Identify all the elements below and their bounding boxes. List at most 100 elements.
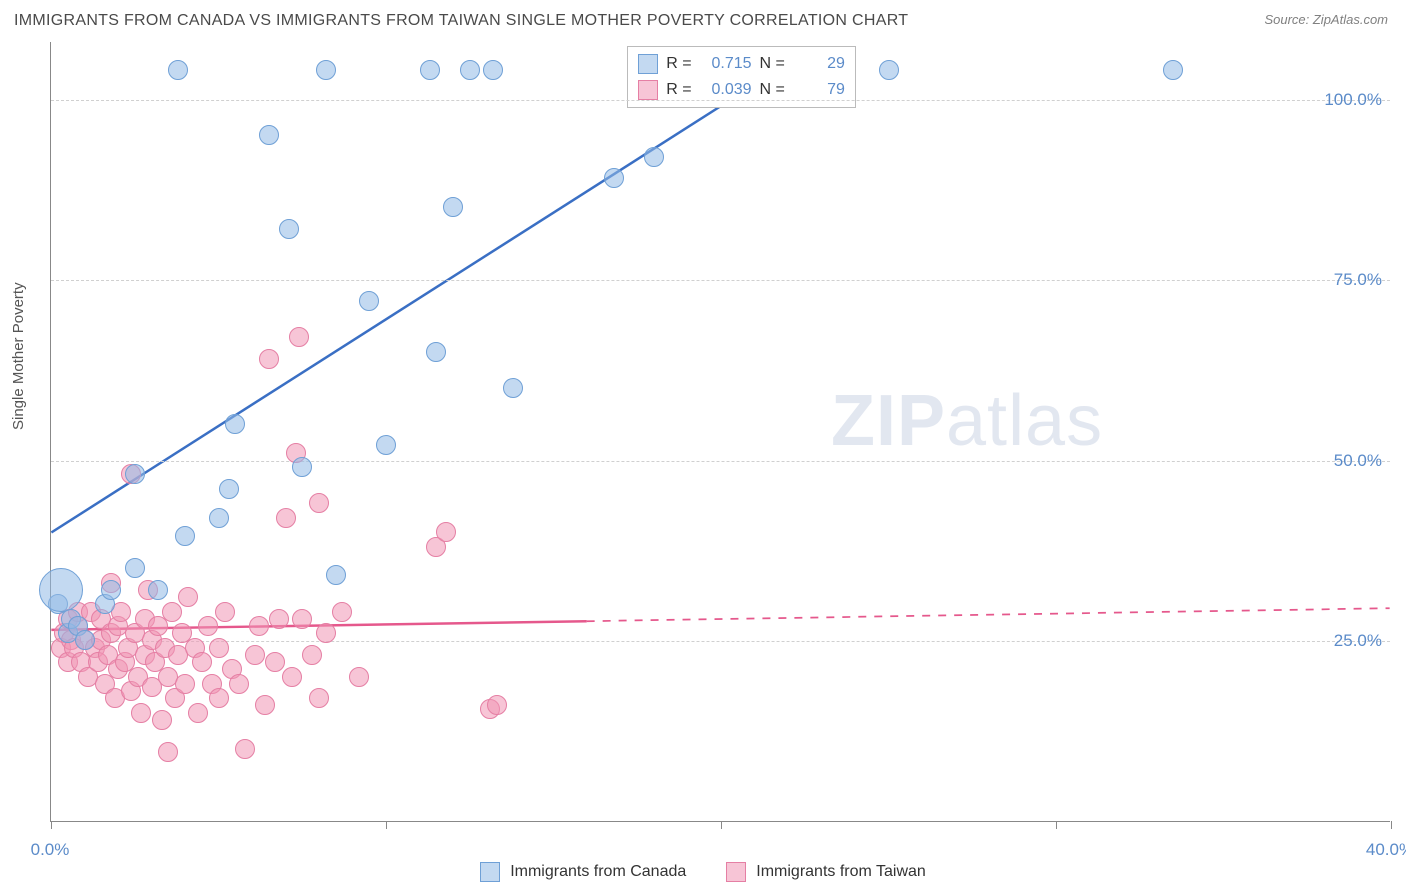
data-point-canada: [175, 526, 195, 546]
legend-r-value-taiwan: 0.039: [700, 81, 752, 99]
correlation-legend: R = 0.715 N = 29 R = 0.039 N = 79: [627, 46, 856, 108]
data-point-canada: [326, 565, 346, 585]
legend-swatch-icon: [480, 862, 500, 882]
legend-swatch-taiwan: [638, 80, 658, 100]
data-point-taiwan: [309, 493, 329, 513]
data-point-taiwan: [235, 739, 255, 759]
legend-item-label: Immigrants from Canada: [510, 863, 686, 881]
y-tick-label: 25.0%: [1334, 631, 1382, 651]
legend-swatch-icon: [726, 862, 746, 882]
data-point-canada: [101, 580, 121, 600]
data-point-taiwan: [158, 742, 178, 762]
data-point-canada: [316, 60, 336, 80]
data-point-canada: [376, 435, 396, 455]
data-point-taiwan: [255, 695, 275, 715]
data-point-taiwan: [487, 695, 507, 715]
data-point-taiwan: [249, 616, 269, 636]
legend-r-value-canada: 0.715: [700, 55, 752, 73]
data-point-canada: [644, 147, 664, 167]
data-point-taiwan: [178, 587, 198, 607]
data-point-taiwan: [269, 609, 289, 629]
data-point-canada: [420, 60, 440, 80]
legend-r-label: R =: [666, 55, 691, 73]
grid-line: [51, 461, 1390, 462]
data-point-canada: [125, 558, 145, 578]
data-point-taiwan: [188, 703, 208, 723]
data-point-taiwan: [436, 522, 456, 542]
data-point-taiwan: [209, 638, 229, 658]
x-tick: [1391, 821, 1392, 829]
x-tick: [721, 821, 722, 829]
data-point-canada: [1163, 60, 1183, 80]
grid-line: [51, 280, 1390, 281]
y-tick-label: 100.0%: [1324, 90, 1382, 110]
y-axis-label: Single Mother Poverty: [10, 282, 27, 430]
legend-n-label: N =: [760, 55, 785, 73]
data-point-taiwan: [276, 508, 296, 528]
trend-lines-layer: [51, 42, 1390, 821]
data-point-taiwan: [265, 652, 285, 672]
chart-title: IMMIGRANTS FROM CANADA VS IMMIGRANTS FRO…: [14, 12, 908, 30]
data-point-taiwan: [131, 703, 151, 723]
data-point-taiwan: [162, 602, 182, 622]
data-point-taiwan: [316, 623, 336, 643]
data-point-taiwan: [259, 349, 279, 369]
legend-r-label: R =: [666, 81, 691, 99]
x-tick: [1056, 821, 1057, 829]
data-point-canada: [209, 508, 229, 528]
data-point-canada: [219, 479, 239, 499]
grid-line: [51, 100, 1390, 101]
plot-area: ZIPatlas R = 0.715 N = 29 R = 0.039 N = …: [50, 42, 1390, 822]
x-tick: [51, 821, 52, 829]
source-attribution: Source: ZipAtlas.com: [1264, 12, 1388, 27]
data-point-canada: [359, 291, 379, 311]
data-point-taiwan: [152, 710, 172, 730]
legend-item-label: Immigrants from Taiwan: [756, 863, 926, 881]
data-point-taiwan: [292, 609, 312, 629]
data-point-canada: [75, 630, 95, 650]
data-point-taiwan: [245, 645, 265, 665]
data-point-canada: [148, 580, 168, 600]
legend-row-canada: R = 0.715 N = 29: [638, 51, 845, 77]
data-point-canada: [503, 378, 523, 398]
data-point-canada: [39, 568, 83, 612]
grid-line: [51, 641, 1390, 642]
data-point-taiwan: [289, 327, 309, 347]
data-point-canada: [443, 197, 463, 217]
y-tick-label: 75.0%: [1334, 270, 1382, 290]
data-point-canada: [483, 60, 503, 80]
data-point-taiwan: [349, 667, 369, 687]
legend-n-value-canada: 29: [793, 55, 845, 73]
data-point-canada: [125, 464, 145, 484]
data-point-taiwan: [332, 602, 352, 622]
legend-n-value-taiwan: 79: [793, 81, 845, 99]
data-point-canada: [292, 457, 312, 477]
data-point-taiwan: [209, 688, 229, 708]
legend-item-canada: Immigrants from Canada: [480, 862, 686, 882]
x-tick: [386, 821, 387, 829]
data-point-canada: [460, 60, 480, 80]
data-point-taiwan: [309, 688, 329, 708]
y-tick-label: 50.0%: [1334, 451, 1382, 471]
data-point-taiwan: [192, 652, 212, 672]
data-point-taiwan: [282, 667, 302, 687]
data-point-taiwan: [215, 602, 235, 622]
data-point-taiwan: [198, 616, 218, 636]
x-axis-min-label: 0.0%: [31, 840, 70, 860]
data-point-taiwan: [229, 674, 249, 694]
watermark: ZIPatlas: [831, 380, 1103, 462]
data-point-canada: [168, 60, 188, 80]
legend-swatch-canada: [638, 54, 658, 74]
data-point-canada: [426, 342, 446, 362]
data-point-canada: [279, 219, 299, 239]
data-point-canada: [259, 125, 279, 145]
data-point-taiwan: [175, 674, 195, 694]
legend-item-taiwan: Immigrants from Taiwan: [726, 862, 926, 882]
data-point-canada: [225, 414, 245, 434]
data-point-taiwan: [302, 645, 322, 665]
data-point-canada: [879, 60, 899, 80]
x-axis-max-label: 40.0%: [1366, 840, 1406, 860]
legend-n-label: N =: [760, 81, 785, 99]
series-legend: Immigrants from Canada Immigrants from T…: [0, 862, 1406, 882]
data-point-canada: [604, 168, 624, 188]
